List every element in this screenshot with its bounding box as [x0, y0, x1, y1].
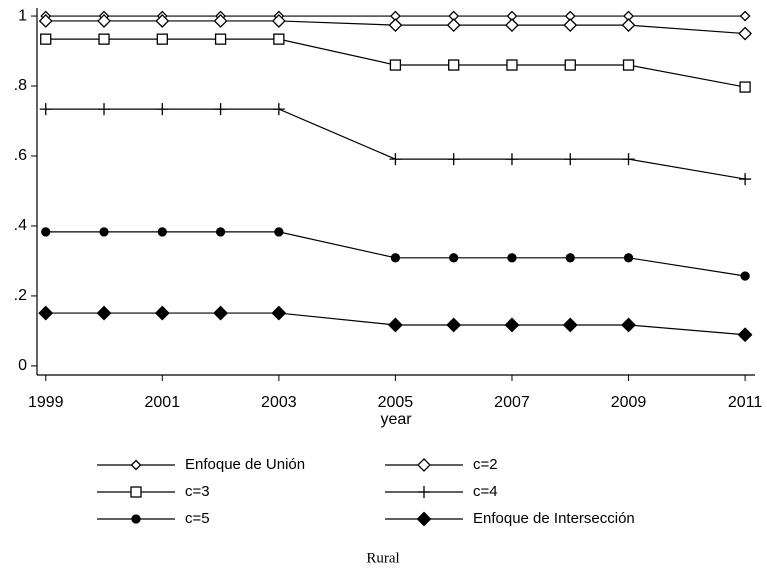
- marker: [447, 153, 460, 166]
- legend-marker: [131, 514, 141, 524]
- marker: [564, 153, 577, 166]
- marker: [214, 33, 227, 45]
- marker: [96, 305, 112, 321]
- legend-label: c=3: [185, 483, 210, 500]
- marker: [737, 327, 753, 343]
- marker: [738, 26, 753, 41]
- x-tick-label: 2001: [145, 394, 181, 411]
- x-tick-label: 2007: [494, 394, 530, 411]
- marker: [622, 153, 635, 166]
- marker: [562, 317, 578, 333]
- marker: [390, 253, 401, 263]
- legend-label: c=4: [473, 483, 498, 500]
- marker: [505, 153, 518, 166]
- marker: [274, 227, 284, 237]
- marker: [505, 18, 519, 33]
- marker: [41, 227, 51, 237]
- x-axis-label: year: [380, 411, 412, 428]
- y-tick-label: .2: [14, 287, 27, 304]
- legend-marker: [130, 459, 142, 471]
- marker: [271, 305, 287, 321]
- marker: [213, 14, 228, 28]
- marker: [272, 103, 285, 116]
- marker: [564, 59, 576, 71]
- marker: [622, 59, 635, 71]
- y-tick-label: 0: [18, 357, 27, 374]
- marker: [621, 317, 636, 333]
- marker: [155, 14, 170, 28]
- y-tick-label: .6: [14, 147, 27, 164]
- marker: [388, 18, 403, 33]
- marker: [213, 305, 228, 321]
- legend-marker: [416, 511, 432, 527]
- marker: [40, 33, 52, 45]
- x-tick-label: 2009: [611, 394, 647, 411]
- marker: [215, 227, 226, 237]
- caption: Rural: [366, 550, 399, 566]
- marker: [449, 253, 459, 263]
- marker: [448, 59, 460, 71]
- marker: [740, 271, 750, 281]
- marker: [387, 317, 403, 333]
- x-tick-label: 2011: [728, 394, 763, 411]
- marker: [99, 227, 109, 237]
- marker: [389, 59, 402, 71]
- series-line: [45, 108, 746, 180]
- y-tick-label: 1: [18, 7, 27, 24]
- marker: [98, 103, 111, 116]
- marker: [389, 153, 402, 166]
- marker: [739, 10, 751, 22]
- legend-label: c=2: [473, 456, 498, 473]
- marker: [39, 103, 52, 116]
- marker: [446, 317, 462, 333]
- marker: [98, 33, 110, 45]
- marker: [506, 59, 518, 71]
- legend-marker: [418, 486, 430, 498]
- marker: [504, 317, 520, 333]
- marker: [271, 14, 286, 28]
- marker: [739, 173, 752, 186]
- y-tick-label: .8: [14, 77, 27, 94]
- marker: [154, 305, 170, 321]
- marker: [156, 33, 168, 45]
- marker: [38, 305, 54, 321]
- marker: [214, 103, 227, 116]
- x-tick-label: 1999: [28, 394, 64, 411]
- marker: [623, 253, 634, 263]
- y-tick-label: .4: [14, 217, 27, 234]
- marker: [273, 33, 285, 45]
- legend-label: Enfoque de Intersección: [473, 510, 635, 527]
- legend-marker: [130, 486, 142, 498]
- marker: [446, 18, 461, 33]
- x-tick-label: 2003: [261, 394, 297, 411]
- marker: [156, 103, 169, 116]
- x-tick-label: 2005: [378, 394, 414, 411]
- marker: [97, 14, 111, 28]
- marker: [739, 81, 751, 93]
- marker: [507, 253, 517, 263]
- legend-label: Enfoque de Unión: [185, 456, 305, 473]
- marker: [621, 18, 636, 33]
- marker: [38, 14, 53, 28]
- marker: [565, 253, 575, 263]
- marker: [157, 227, 167, 237]
- legend-label: c=5: [185, 510, 210, 527]
- marker: [563, 18, 578, 33]
- legend-marker: [417, 458, 431, 472]
